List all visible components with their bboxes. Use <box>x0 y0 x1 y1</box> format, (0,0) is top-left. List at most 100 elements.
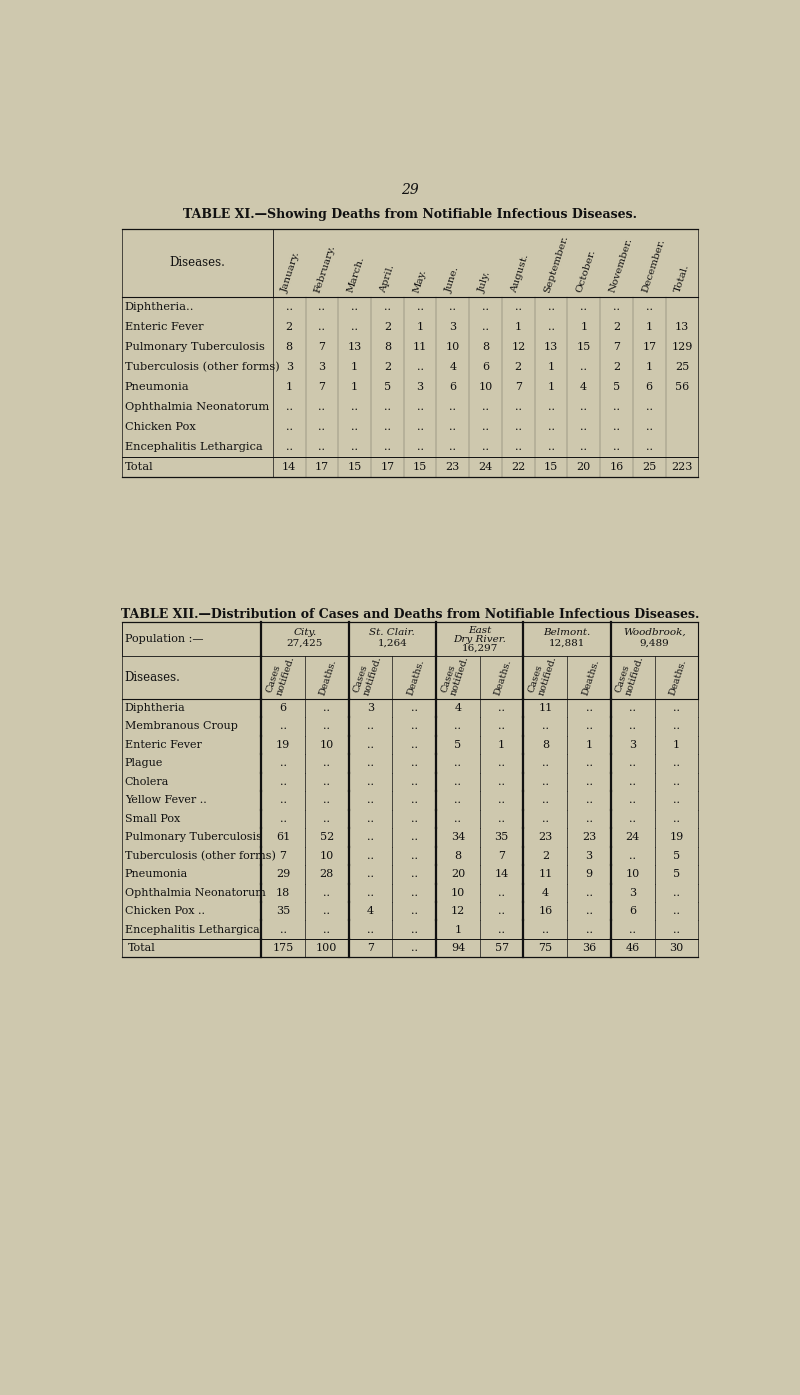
Text: ..: .. <box>454 759 462 769</box>
Text: ..: .. <box>384 301 391 311</box>
Text: ..: .. <box>673 795 680 805</box>
Text: ..: .. <box>498 777 505 787</box>
Text: Chicken Pox: Chicken Pox <box>125 421 195 432</box>
Text: ..: .. <box>482 322 489 332</box>
Text: August.: August. <box>510 252 530 294</box>
Text: 56: 56 <box>675 382 689 392</box>
Text: ..: .. <box>410 721 418 731</box>
Text: 1: 1 <box>646 322 653 332</box>
Text: ..: .. <box>646 402 653 412</box>
Text: ..: .. <box>498 925 505 935</box>
Text: ..: .. <box>482 402 489 412</box>
Text: ..: .. <box>318 402 326 412</box>
Text: ..: .. <box>673 813 680 824</box>
Text: 15: 15 <box>544 462 558 472</box>
Text: 1: 1 <box>547 361 554 372</box>
Text: East: East <box>468 626 491 635</box>
Text: ..: .. <box>410 795 418 805</box>
Text: ..: .. <box>417 421 424 432</box>
Text: ..: .. <box>367 795 374 805</box>
Text: 25: 25 <box>642 462 656 472</box>
Text: ..: .. <box>323 777 330 787</box>
Text: ..: .. <box>367 759 374 769</box>
Text: ..: .. <box>384 442 391 452</box>
Text: 8: 8 <box>454 851 462 861</box>
Text: Belmont.: Belmont. <box>543 628 590 638</box>
Text: 2: 2 <box>384 361 391 372</box>
Text: 7: 7 <box>613 342 620 352</box>
Text: 24: 24 <box>626 833 640 843</box>
Text: 7: 7 <box>279 851 286 861</box>
Text: ..: .. <box>450 301 456 311</box>
Text: 16: 16 <box>610 462 624 472</box>
Text: ..: .. <box>586 925 593 935</box>
Text: ..: .. <box>323 795 330 805</box>
Text: ..: .. <box>630 851 636 861</box>
Text: June.: June. <box>444 265 461 294</box>
Text: 1: 1 <box>646 361 653 372</box>
Text: March.: March. <box>346 255 366 294</box>
Text: 15: 15 <box>577 342 591 352</box>
Text: ..: .. <box>286 301 293 311</box>
Text: 27,425: 27,425 <box>286 639 323 647</box>
Text: 28: 28 <box>320 869 334 879</box>
Text: 5: 5 <box>673 869 680 879</box>
Text: ..: .. <box>410 887 418 898</box>
Text: ..: .. <box>580 421 587 432</box>
Text: Small Pox: Small Pox <box>125 813 180 824</box>
Text: 8: 8 <box>482 342 489 352</box>
Text: ..: .. <box>547 402 554 412</box>
Text: ..: .. <box>454 777 462 787</box>
Text: 7: 7 <box>514 382 522 392</box>
Text: ..: .. <box>286 442 293 452</box>
Text: 3: 3 <box>586 851 593 861</box>
Text: ..: .. <box>384 402 391 412</box>
Text: 16: 16 <box>538 907 553 917</box>
Text: Ophthalmia Neonatorum: Ophthalmia Neonatorum <box>125 887 266 898</box>
Text: 223: 223 <box>671 462 693 472</box>
Text: 6: 6 <box>450 382 456 392</box>
Text: 2: 2 <box>613 361 620 372</box>
Text: 94: 94 <box>450 943 465 953</box>
Text: 10: 10 <box>446 342 460 352</box>
Text: ..: .. <box>323 721 330 731</box>
Text: 4: 4 <box>542 887 549 898</box>
Text: ..: .. <box>482 442 489 452</box>
Text: ..: .. <box>318 421 326 432</box>
Text: ..: .. <box>367 925 374 935</box>
Text: 3: 3 <box>367 703 374 713</box>
Text: Ophthalmia Neonatorum: Ophthalmia Neonatorum <box>125 402 269 412</box>
Text: ..: .. <box>630 795 636 805</box>
Text: ..: .. <box>630 813 636 824</box>
Text: ..: .. <box>613 301 620 311</box>
Text: TABLE XI.—Showing Deaths from Notifiable Infectious Diseases.: TABLE XI.—Showing Deaths from Notifiable… <box>183 208 637 222</box>
Text: 2: 2 <box>514 361 522 372</box>
Text: ..: .. <box>482 421 489 432</box>
Text: ..: .. <box>498 813 505 824</box>
Text: ..: .. <box>547 442 554 452</box>
Text: ..: .. <box>410 703 418 713</box>
Text: ..: .. <box>630 925 636 935</box>
Text: 17: 17 <box>642 342 656 352</box>
Text: Encephalitis Lethargica: Encephalitis Lethargica <box>125 925 259 935</box>
Text: Diphtheria..: Diphtheria.. <box>125 301 194 311</box>
Text: 46: 46 <box>626 943 640 953</box>
Text: Population :—: Population :— <box>125 633 203 644</box>
Text: 11: 11 <box>413 342 427 352</box>
Text: ..: .. <box>417 361 424 372</box>
Text: ..: .. <box>367 739 374 751</box>
Text: 18: 18 <box>276 887 290 898</box>
Text: 7: 7 <box>367 943 374 953</box>
Text: ..: .. <box>673 907 680 917</box>
Text: ..: .. <box>673 759 680 769</box>
Text: ..: .. <box>673 887 680 898</box>
Text: 4: 4 <box>454 703 462 713</box>
Text: ..: .. <box>318 442 326 452</box>
Text: ..: .. <box>673 925 680 935</box>
Text: ..: .. <box>351 322 358 332</box>
Text: ..: .. <box>410 739 418 751</box>
Text: ..: .. <box>542 925 549 935</box>
Text: ..: .. <box>410 907 418 917</box>
Text: 3: 3 <box>629 739 636 751</box>
Text: 11: 11 <box>538 869 553 879</box>
